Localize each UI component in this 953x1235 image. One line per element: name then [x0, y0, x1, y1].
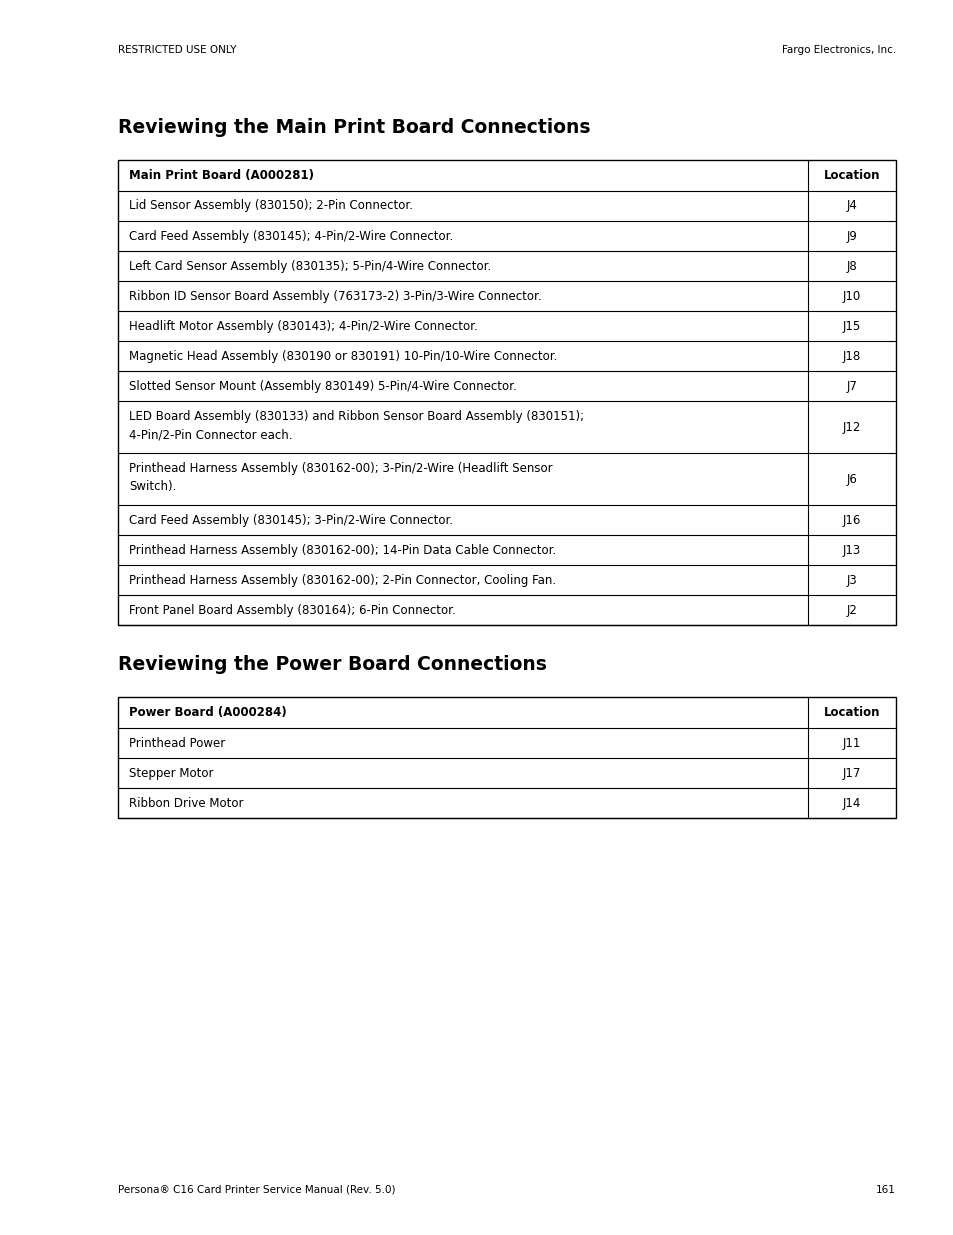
Text: Front Panel Board Assembly (830164); 6-Pin Connector.: Front Panel Board Assembly (830164); 6-P…	[129, 604, 456, 616]
Bar	[118, 161, 895, 625]
Text: Ribbon ID Sensor Board Assembly (763173-2) 3-Pin/3-Wire Connector.: Ribbon ID Sensor Board Assembly (763173-…	[129, 289, 541, 303]
Text: J15: J15	[842, 320, 861, 332]
Text: Power Board (A000284): Power Board (A000284)	[129, 706, 287, 719]
Text: Location: Location	[822, 169, 880, 182]
Text: J9: J9	[845, 230, 857, 242]
Text: Ribbon Drive Motor: Ribbon Drive Motor	[129, 797, 243, 809]
Text: J16: J16	[841, 514, 861, 526]
Text: Printhead Harness Assembly (830162-00); 2-Pin Connector, Cooling Fan.: Printhead Harness Assembly (830162-00); …	[129, 573, 556, 587]
Text: RESTRICTED USE ONLY: RESTRICTED USE ONLY	[118, 44, 236, 56]
Text: Printhead Harness Assembly (830162-00); 14-Pin Data Cable Connector.: Printhead Harness Assembly (830162-00); …	[129, 543, 556, 557]
Bar	[118, 697, 895, 818]
Text: J3: J3	[845, 573, 857, 587]
Text: Reviewing the Power Board Connections: Reviewing the Power Board Connections	[118, 655, 546, 674]
Text: Card Feed Assembly (830145); 3-Pin/2-Wire Connector.: Card Feed Assembly (830145); 3-Pin/2-Wir…	[129, 514, 453, 526]
Text: LED Board Assembly (830133) and Ribbon Sensor Board Assembly (830151);
4-Pin/2-P: LED Board Assembly (830133) and Ribbon S…	[129, 410, 583, 441]
Text: Location: Location	[822, 706, 880, 719]
Text: J2: J2	[845, 604, 857, 616]
Text: Left Card Sensor Assembly (830135); 5-Pin/4-Wire Connector.: Left Card Sensor Assembly (830135); 5-Pi…	[129, 259, 491, 273]
Text: J6: J6	[845, 473, 857, 485]
Text: J18: J18	[842, 350, 861, 363]
Text: 161: 161	[875, 1186, 895, 1195]
Text: J13: J13	[842, 543, 861, 557]
Text: Lid Sensor Assembly (830150); 2-Pin Connector.: Lid Sensor Assembly (830150); 2-Pin Conn…	[129, 200, 413, 212]
Text: J8: J8	[845, 259, 857, 273]
Text: J17: J17	[841, 767, 861, 779]
Text: Headlift Motor Assembly (830143); 4-Pin/2-Wire Connector.: Headlift Motor Assembly (830143); 4-Pin/…	[129, 320, 477, 332]
Text: J10: J10	[842, 289, 861, 303]
Text: Printhead Harness Assembly (830162-00); 3-Pin/2-Wire (Headlift Sensor
Switch).: Printhead Harness Assembly (830162-00); …	[129, 462, 552, 493]
Text: Stepper Motor: Stepper Motor	[129, 767, 213, 779]
Text: J4: J4	[845, 200, 857, 212]
Text: Printhead Power: Printhead Power	[129, 736, 225, 750]
Text: Main Print Board (A000281): Main Print Board (A000281)	[129, 169, 314, 182]
Text: Fargo Electronics, Inc.: Fargo Electronics, Inc.	[781, 44, 895, 56]
Text: Magnetic Head Assembly (830190 or 830191) 10-Pin/10-Wire Connector.: Magnetic Head Assembly (830190 or 830191…	[129, 350, 557, 363]
Text: Card Feed Assembly (830145); 4-Pin/2-Wire Connector.: Card Feed Assembly (830145); 4-Pin/2-Wir…	[129, 230, 453, 242]
Text: Slotted Sensor Mount (Assembly 830149) 5-Pin/4-Wire Connector.: Slotted Sensor Mount (Assembly 830149) 5…	[129, 379, 517, 393]
Text: J14: J14	[841, 797, 861, 809]
Text: J11: J11	[841, 736, 861, 750]
Text: J12: J12	[841, 420, 861, 433]
Text: J7: J7	[845, 379, 857, 393]
Text: Reviewing the Main Print Board Connections: Reviewing the Main Print Board Connectio…	[118, 119, 590, 137]
Text: Persona® C16 Card Printer Service Manual (Rev. 5.0): Persona® C16 Card Printer Service Manual…	[118, 1186, 395, 1195]
